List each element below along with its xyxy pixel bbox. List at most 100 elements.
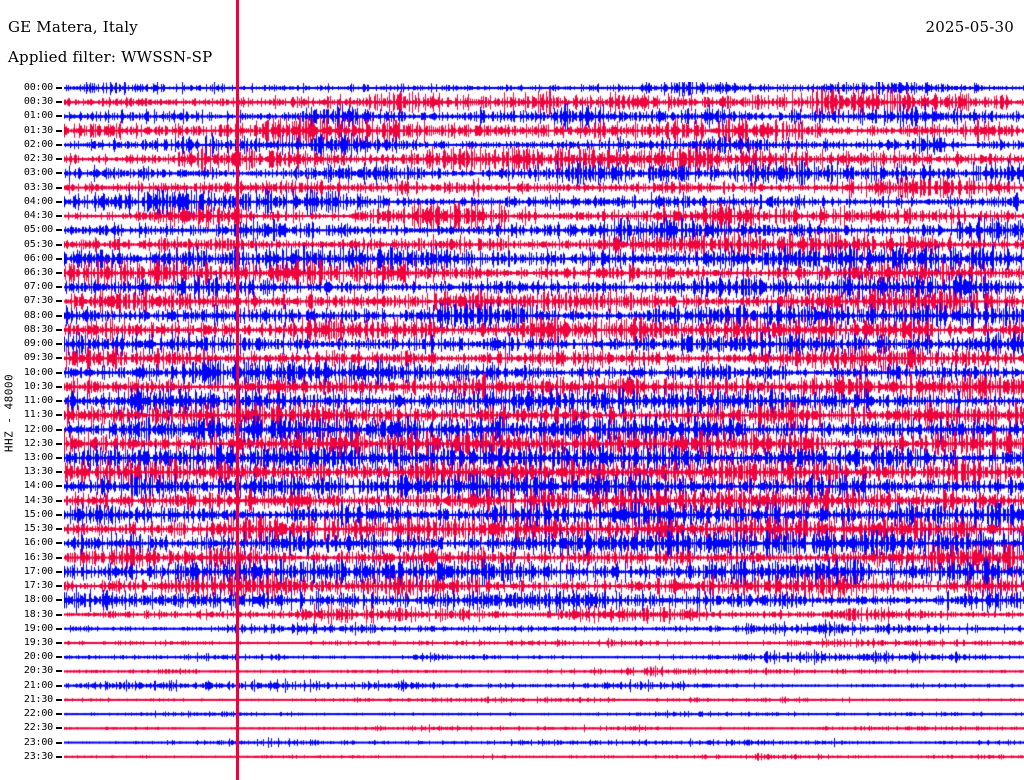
time-tick-row: 17:30 xyxy=(0,580,64,592)
time-tick-mark xyxy=(56,570,62,573)
time-tick-row: 20:00 xyxy=(0,651,64,663)
time-tick-mark xyxy=(56,670,62,673)
time-tick-mark xyxy=(56,599,62,602)
time-tick-label: 11:30 xyxy=(23,409,53,421)
time-tick-row: 05:00 xyxy=(0,224,64,236)
time-tick-mark xyxy=(56,641,62,644)
time-tick-label: 23:00 xyxy=(23,736,53,748)
time-tick-row: 15:30 xyxy=(0,523,64,535)
time-tick-row: 04:30 xyxy=(0,210,64,222)
time-tick-label: 09:00 xyxy=(23,338,53,350)
time-tick-row: 19:30 xyxy=(0,637,64,649)
time-tick-mark xyxy=(56,101,62,104)
time-tick-row: 18:00 xyxy=(0,594,64,606)
time-tick-mark xyxy=(56,713,62,716)
time-tick-mark xyxy=(56,656,62,659)
time-tick-row: 21:30 xyxy=(0,694,64,706)
time-tick-label: 04:30 xyxy=(23,210,53,222)
time-tick-label: 22:30 xyxy=(23,722,53,734)
time-tick-label: 16:30 xyxy=(23,551,53,563)
time-tick-mark xyxy=(56,698,62,701)
time-tick-row: 03:30 xyxy=(0,182,64,194)
time-tick-mark xyxy=(56,314,62,317)
time-tick-row: 02:00 xyxy=(0,139,64,151)
time-tick-row: 07:30 xyxy=(0,295,64,307)
time-tick-row: 06:00 xyxy=(0,253,64,265)
time-tick-row: 17:00 xyxy=(0,566,64,578)
time-tick-label: 10:30 xyxy=(23,380,53,392)
time-tick-label: 10:00 xyxy=(23,366,53,378)
time-tick-label: 03:30 xyxy=(23,181,53,193)
time-axis-ticks: 00:00 00:30 01:00 01:30 02:00 02:30 03:00 03:30… xyxy=(0,82,64,776)
time-tick-row: 07:00 xyxy=(0,281,64,293)
time-tick-mark xyxy=(56,158,62,161)
time-tick-label: 13:30 xyxy=(23,466,53,478)
time-tick-mark xyxy=(56,385,62,388)
time-tick-row: 11:00 xyxy=(0,395,64,407)
time-tick-row: 05:30 xyxy=(0,239,64,251)
time-tick-label: 23:30 xyxy=(23,750,53,762)
time-tick-row: 16:30 xyxy=(0,552,64,564)
time-tick-label: 08:00 xyxy=(23,309,53,321)
time-tick-label: 08:30 xyxy=(23,323,53,335)
time-tick-mark xyxy=(56,357,62,360)
time-tick-mark xyxy=(56,400,62,403)
time-tick-mark xyxy=(56,456,62,459)
time-tick-label: 07:30 xyxy=(23,295,53,307)
time-tick-label: 17:00 xyxy=(23,565,53,577)
time-tick-label: 21:30 xyxy=(23,693,53,705)
time-tick-label: 13:00 xyxy=(23,451,53,463)
time-tick-row: 21:00 xyxy=(0,680,64,692)
time-tick-row: 22:00 xyxy=(0,708,64,720)
time-tick-mark xyxy=(56,556,62,559)
time-tick-mark xyxy=(56,371,62,374)
time-tick-label: 03:00 xyxy=(23,167,53,179)
time-tick-label: 20:00 xyxy=(23,651,53,663)
time-tick-label: 16:00 xyxy=(23,537,53,549)
time-tick-row: 13:30 xyxy=(0,466,64,478)
time-tick-mark xyxy=(56,87,62,89)
time-tick-label: 18:00 xyxy=(23,594,53,606)
time-tick-row: 19:00 xyxy=(0,623,64,635)
time-tick-row: 15:00 xyxy=(0,509,64,521)
time-tick-label: 22:00 xyxy=(23,708,53,720)
time-tick-mark xyxy=(56,613,62,616)
time-tick-label: 20:30 xyxy=(23,665,53,677)
time-tick-row: 14:00 xyxy=(0,480,64,492)
time-tick-mark xyxy=(56,684,62,687)
time-tick-label: 18:30 xyxy=(23,608,53,620)
time-tick-row: 09:30 xyxy=(0,352,64,364)
time-tick-mark xyxy=(56,143,62,146)
time-tick-mark xyxy=(56,229,62,232)
time-tick-mark xyxy=(56,727,62,730)
time-tick-label: 04:00 xyxy=(23,195,53,207)
time-tick-mark xyxy=(56,741,62,744)
time-tick-label: 15:30 xyxy=(23,523,53,535)
time-tick-mark xyxy=(56,414,62,417)
applied-filter-label: Applied filter: WWSSN-SP xyxy=(8,48,213,66)
time-tick-label: 21:00 xyxy=(23,679,53,691)
time-tick-row: 08:00 xyxy=(0,310,64,322)
time-tick-mark xyxy=(56,243,62,246)
time-tick-mark xyxy=(56,442,62,445)
time-tick-label: 17:30 xyxy=(23,580,53,592)
time-tick-label: 06:30 xyxy=(23,266,53,278)
time-tick-label: 02:30 xyxy=(23,153,53,165)
time-tick-row: 04:00 xyxy=(0,196,64,208)
time-tick-mark xyxy=(56,257,62,260)
time-tick-row: 23:00 xyxy=(0,737,64,749)
time-tick-row: 12:00 xyxy=(0,424,64,436)
time-tick-row: 09:00 xyxy=(0,338,64,350)
time-tick-mark xyxy=(56,215,62,218)
time-tick-label: 14:00 xyxy=(23,480,53,492)
time-tick-label: 12:00 xyxy=(23,423,53,435)
time-tick-mark xyxy=(56,627,62,630)
time-tick-label: 00:30 xyxy=(23,96,53,108)
time-tick-label: 00:00 xyxy=(23,82,53,93)
time-tick-label: 05:30 xyxy=(23,238,53,250)
current-time-marker-line xyxy=(236,0,239,780)
time-tick-row: 00:00 xyxy=(0,82,64,94)
time-tick-mark xyxy=(56,542,62,545)
time-tick-label: 01:00 xyxy=(23,110,53,122)
time-tick-label: 06:00 xyxy=(23,252,53,264)
